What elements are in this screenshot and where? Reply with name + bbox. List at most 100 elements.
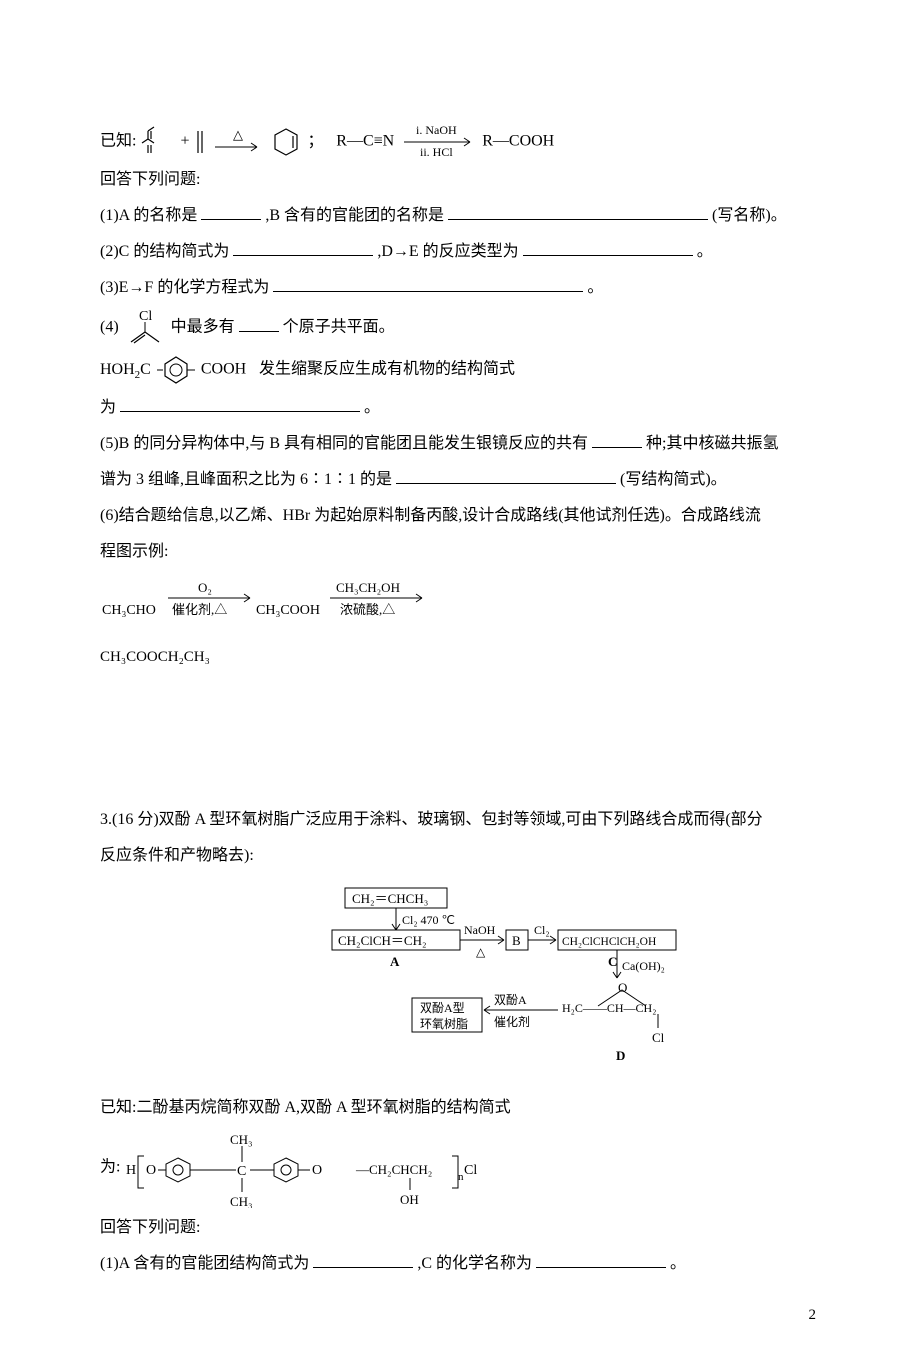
q5-mid: 种;其中核磁共振氢 — [646, 435, 778, 452]
svg-text:i. NaOH: i. NaOH — [416, 124, 457, 137]
route-svg: CH₃CHO O₂ 催化剂,△ CH₃COOH CH₃CH₂OH 浓硫酸,△ — [100, 576, 500, 628]
svg-text:CH₃CH₂OH: CH₃CH₂OH — [336, 580, 400, 595]
alkyne-svg — [193, 127, 207, 157]
q3-blank[interactable] — [273, 275, 583, 292]
q1-mid: ,B 含有的官能团的名称是 — [265, 207, 444, 224]
svg-text:CH₃: CH₃ — [230, 1194, 253, 1208]
q4b-blank[interactable] — [120, 395, 360, 412]
q3-pre: (3)E→F 的化学方程式为 — [100, 279, 269, 296]
p3-head2: 反应条件和产物略去): — [100, 840, 820, 872]
svg-text:ii. HCl: ii. HCl — [420, 145, 453, 159]
q5: (5)B 的同分异构体中,与 B 具有相同的官能团且能发生银镜反应的共有 种;其… — [100, 428, 820, 460]
q1-blank1[interactable] — [201, 203, 261, 220]
q4b-prefix: 为 — [100, 399, 116, 416]
q6-l1: (6)结合题给信息,以乙烯、HBr 为起始原料制备丙酸,设计合成路线(其他试剂任… — [100, 500, 820, 532]
q4b-tail: 。 — [364, 399, 380, 416]
svg-text:Cl: Cl — [652, 1030, 665, 1045]
q2-tail: 。 — [697, 243, 713, 260]
svg-text:D: D — [616, 1048, 625, 1063]
q2-pre: (2)C 的结构简式为 — [100, 243, 229, 260]
q1: (1)A 的名称是 ,B 含有的官能团的名称是 (写名称)。 — [100, 200, 820, 232]
svg-text:C: C — [608, 954, 617, 969]
benzene-svg — [155, 352, 197, 388]
q4-tail: 个原子共平面。 — [283, 319, 395, 336]
known-line: 已知: + △ ； R—C≡N i. NaOH ii. HC — [100, 124, 820, 160]
svg-text:CH₂＝CHCH₃: CH₂＝CHCH₃ — [352, 891, 428, 906]
svg-text:O: O — [312, 1163, 322, 1178]
svg-text:CH₃COOH: CH₃COOH — [256, 603, 320, 618]
arrow-naoh-hcl: i. NaOH ii. HCl — [398, 124, 478, 160]
scheme-svg: CH₂＝CHCH₃ Cl₂ 470 ℃ CH₂ClCH＝CH₂ A NaOH △… — [240, 886, 680, 1066]
svg-text:A: A — [390, 954, 400, 969]
p3q1-pre: (1)A 含有的官能团结构简式为 — [100, 1255, 309, 1272]
q5-l2-pre: 谱为 3 组峰,且峰面积之比为 6∶1∶1 的是 — [100, 471, 392, 488]
q4b: HOH2C COOH 发生缩聚反应生成有机物的结构简式 — [100, 352, 820, 388]
svg-text:CH₃CHO: CH₃CHO — [102, 603, 156, 618]
route-example: CH₃CHO O₂ 催化剂,△ CH₃COOH CH₃CH₂OH 浓硫酸,△ C… — [100, 576, 820, 672]
q6-l2: 程图示例: — [100, 536, 820, 568]
p3q1-mid: ,C 的化学名称为 — [417, 1255, 532, 1272]
nitrile-right: R—COOH — [482, 133, 554, 150]
p3-structure: 为: H O CH₃ C CH₃ O —CH₂CHCH₂ — [100, 1128, 820, 1208]
p3-answer-intro: 回答下列问题: — [100, 1212, 820, 1244]
known-prefix: 已知: — [100, 133, 136, 150]
svg-text:CH₂ClCH＝CH₂: CH₂ClCH＝CH₂ — [338, 933, 427, 948]
svg-text:环氧树脂: 环氧树脂 — [420, 1016, 468, 1031]
q3: (3)E→F 的化学方程式为 。 — [100, 272, 820, 304]
svg-text:Cl₂ 470 ℃: Cl₂ 470 ℃ — [402, 913, 455, 927]
q5-blank2[interactable] — [396, 467, 616, 484]
answer-intro: 回答下列问题: — [100, 164, 820, 196]
q5-blank1[interactable] — [592, 431, 642, 448]
svg-text:△: △ — [476, 945, 486, 959]
cooh: COOH — [201, 361, 246, 378]
page-number: 2 — [100, 1300, 820, 1330]
q1-tail: (写名称)。 — [712, 207, 787, 224]
svg-text:Cl: Cl — [139, 309, 152, 324]
p3-scheme: CH₂＝CHCH₃ Cl₂ 470 ℃ CH₂ClCH＝CH₂ A NaOH △… — [100, 880, 820, 1084]
q4-mid: 中最多有 — [171, 319, 235, 336]
plus: + — [180, 133, 189, 150]
svg-text:双酚A: 双酚A — [494, 993, 527, 1007]
svg-text:Cl₂: Cl₂ — [534, 923, 550, 937]
q2-blank1[interactable] — [233, 239, 373, 256]
p3q1-blank2[interactable] — [536, 1251, 666, 1268]
q5-2: 谱为 3 组峰,且峰面积之比为 6∶1∶1 的是 (写结构简式)。 — [100, 464, 820, 496]
p3q1-tail: 。 — [670, 1255, 686, 1272]
q4b-text: 发生缩聚反应生成有机物的结构简式 — [259, 361, 515, 378]
q2-blank2[interactable] — [523, 239, 693, 256]
q4-pre: (4) — [100, 319, 119, 336]
nitrile-left: R—C≡N — [336, 133, 394, 150]
q5-l2-tail: (写结构简式)。 — [620, 471, 727, 488]
svg-text:浓硫酸,△: 浓硫酸,△ — [340, 602, 395, 617]
svg-text:Ca(OH)₂: Ca(OH)₂ — [622, 959, 665, 973]
q4-blank[interactable] — [239, 315, 279, 332]
arrow-heat: △ — [211, 127, 265, 157]
diene-svg — [140, 125, 176, 159]
q1-blank2[interactable] — [448, 203, 708, 220]
p3-known-prefix: 为: — [100, 1159, 120, 1176]
hoh2c: HOH2C — [100, 361, 151, 378]
q3-tail: 。 — [587, 279, 603, 296]
svg-text:H₂C——CH—CH₂: H₂C——CH—CH₂ — [562, 1001, 656, 1015]
q4: (4) Cl 中最多有 个原子共平面。 — [100, 308, 820, 348]
svg-text:OH: OH — [400, 1192, 419, 1207]
svg-text:H: H — [126, 1163, 136, 1178]
svg-text:CH₂ClCHClCH₂OH: CH₂ClCHClCH₂OH — [562, 936, 656, 948]
svg-text:△: △ — [233, 127, 243, 142]
svg-text:NaOH: NaOH — [464, 923, 496, 937]
p3-q1: (1)A 含有的官能团结构简式为 ,C 的化学名称为 。 — [100, 1248, 820, 1280]
svg-text:—CH₂CHCH₂: —CH₂CHCH₂ — [355, 1162, 432, 1177]
svg-text:催化剂: 催化剂 — [494, 1014, 530, 1029]
p3q1-blank1[interactable] — [313, 1251, 413, 1268]
p3-head: 3.(16 分)双酚 A 型环氧树脂广泛应用于涂料、玻璃钢、包封等领域,可由下列… — [100, 804, 820, 836]
cyclohexene-svg — [269, 125, 303, 159]
semicolon: ； — [307, 133, 323, 150]
q5-pre: (5)B 的同分异构体中,与 B 具有相同的官能团且能发生银镜反应的共有 — [100, 435, 588, 452]
svg-text:C: C — [237, 1164, 246, 1179]
q1-pre: (1)A 的名称是 — [100, 207, 197, 224]
chlorovinyl-svg: Cl — [123, 308, 167, 348]
svg-text:双酚A型: 双酚A型 — [420, 1001, 465, 1015]
svg-text:O: O — [146, 1163, 156, 1178]
svg-text:B: B — [512, 933, 521, 948]
q2-mid: ,D→E 的反应类型为 — [377, 243, 518, 260]
